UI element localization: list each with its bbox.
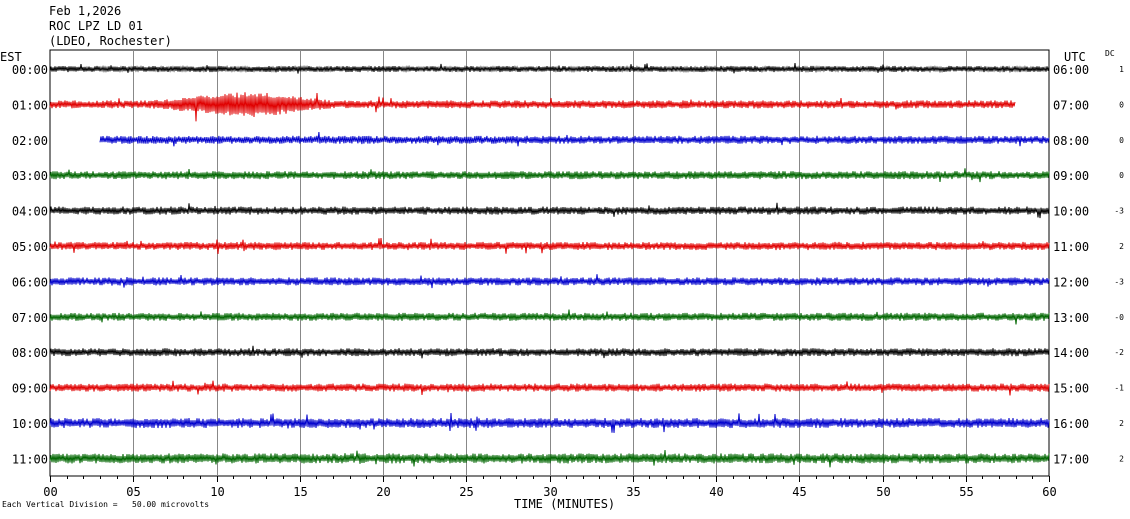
- utc-hour-label: 12:00: [1053, 275, 1089, 289]
- trace-04:00: [49, 202, 1050, 219]
- trace-01:00: [49, 92, 1016, 122]
- trace-03:00: [49, 168, 1050, 183]
- est-hour-label: 10:00: [12, 417, 48, 431]
- utc-hour-label: 13:00: [1053, 311, 1089, 325]
- network-title: (LDEO, Rochester): [49, 34, 172, 48]
- est-hour-label: 01:00: [12, 98, 48, 112]
- est-hour-label: 11:00: [12, 452, 48, 466]
- x-tick-label-25: 25: [459, 485, 473, 499]
- utc-hour-label: 14:00: [1053, 346, 1089, 360]
- station-title: ROC LPZ LD 01: [49, 19, 143, 33]
- dc-offset-value: -0: [1114, 313, 1124, 322]
- trace-11:00: [49, 449, 1050, 468]
- x-tick-label-60: 60: [1042, 485, 1056, 499]
- traces: [49, 63, 1050, 468]
- x-axis: 00 05 10 15 20 25 30 35 40 45 50 55 60: [43, 476, 1057, 499]
- est-hour-label: 09:00: [12, 382, 48, 396]
- utc-hour-label: 15:00: [1053, 382, 1089, 396]
- row-labels: 00:00 06:00 1 01:00 07:00 0 02:00 08:00 0 03:00 09…: [12, 63, 1124, 466]
- trace-06:00: [49, 274, 1050, 289]
- est-hour-label: 03:00: [12, 169, 48, 183]
- utc-hour-label: 17:00: [1053, 452, 1089, 466]
- utc-hour-label: 10:00: [1053, 205, 1089, 219]
- dc-offset-value: -3: [1114, 277, 1124, 286]
- dc-offset-value: 2: [1119, 454, 1124, 463]
- trace-07:00: [49, 309, 1050, 325]
- x-tick-label-45: 45: [792, 485, 806, 499]
- est-hour-label: 02:00: [12, 134, 48, 148]
- scale-footnote: Each Vertical Division = 50.00 microvolt…: [2, 500, 210, 509]
- x-tick-label-30: 30: [543, 485, 557, 499]
- dc-offset-value: -1: [1114, 384, 1124, 393]
- x-tick-label-05: 05: [126, 485, 140, 499]
- trace-02:00: [99, 131, 1050, 147]
- dc-offset-value: 0: [1119, 171, 1124, 180]
- dc-offset-value: 1: [1119, 65, 1124, 74]
- trace-10:00: [49, 412, 1050, 433]
- est-hour-label: 04:00: [12, 205, 48, 219]
- est-hour-label: 00:00: [12, 63, 48, 77]
- dc-offset-value: -3: [1114, 207, 1124, 216]
- x-tick-label-40: 40: [709, 485, 723, 499]
- x-tick-label-20: 20: [376, 485, 390, 499]
- est-hour-label: 06:00: [12, 275, 48, 289]
- utc-hour-label: 11:00: [1053, 240, 1089, 254]
- plot-frame: [49, 49, 1050, 477]
- trace-09:00: [49, 380, 1050, 396]
- dc-offset-value: 2: [1119, 242, 1124, 251]
- dc-offset-value: 0: [1119, 100, 1124, 109]
- x-tick-label-35: 35: [626, 485, 640, 499]
- dc-offset-value: -2: [1114, 348, 1124, 357]
- utc-hour-label: 09:00: [1053, 169, 1089, 183]
- utc-hour-label: 08:00: [1053, 134, 1089, 148]
- grid: [49, 49, 1050, 477]
- utc-hour-label: 07:00: [1053, 98, 1089, 112]
- est-zone-label: EST: [0, 50, 22, 64]
- est-hour-label: 05:00: [12, 240, 48, 254]
- x-tick-label-00: 00: [43, 485, 57, 499]
- est-hour-label: 08:00: [12, 346, 48, 360]
- trace-05:00: [49, 238, 1050, 255]
- x-tick-label-50: 50: [876, 485, 890, 499]
- trace-08:00: [49, 345, 1050, 359]
- dc-column-header: DC: [1105, 49, 1115, 58]
- utc-zone-label: UTC: [1064, 50, 1086, 64]
- x-tick-label-55: 55: [959, 485, 973, 499]
- utc-hour-label: 06:00: [1053, 63, 1089, 77]
- est-hour-label: 07:00: [12, 311, 48, 325]
- dc-offset-value: 2: [1119, 419, 1124, 428]
- trace-00:00: [49, 63, 1050, 74]
- utc-hour-label: 16:00: [1053, 417, 1089, 431]
- date-title: Feb 1,2026: [49, 4, 122, 18]
- x-axis-label: TIME (MINUTES): [514, 497, 616, 511]
- x-tick-label-15: 15: [293, 485, 307, 499]
- x-tick-label-10: 10: [210, 485, 224, 499]
- dc-offset-value: 0: [1119, 136, 1124, 145]
